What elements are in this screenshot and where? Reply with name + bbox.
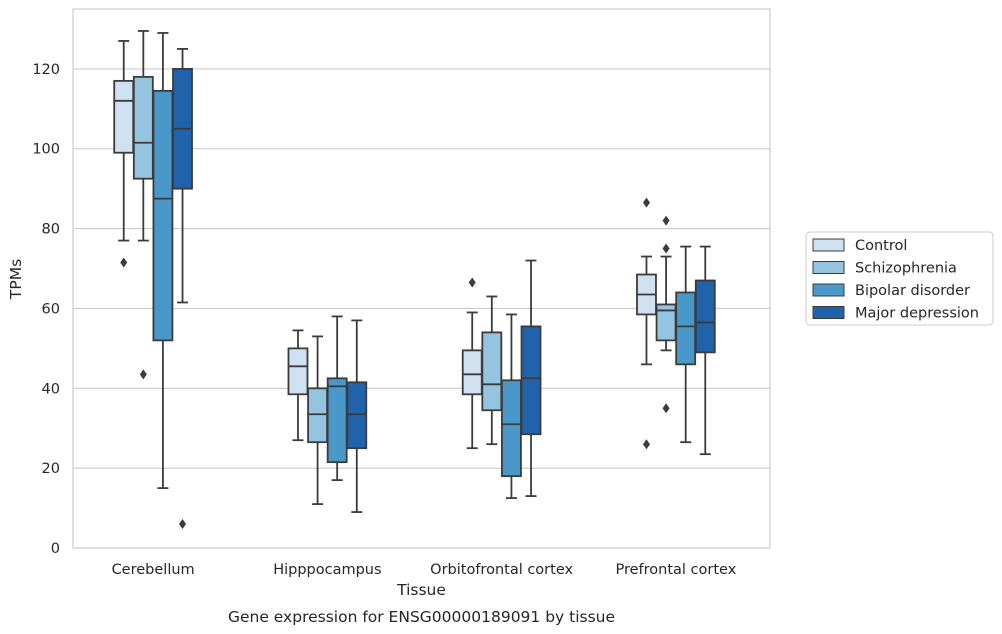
y-tick-label: 100 [32, 142, 60, 158]
legend-label: Schizophrenia [855, 261, 957, 277]
outlier-point [642, 439, 650, 450]
box [481, 295, 503, 446]
box-body [461, 349, 483, 396]
outlier-point [662, 403, 670, 414]
box-body [520, 325, 542, 436]
box [152, 32, 174, 490]
outlier-point [662, 243, 670, 254]
box-groups [113, 30, 716, 530]
box-body [307, 387, 328, 444]
outlier-point [662, 215, 670, 226]
box [172, 48, 193, 530]
category-group [461, 259, 542, 499]
gridlines [73, 68, 770, 469]
x-tick-labels: Cerebellum Hipppocampus Orbitofrontal cort… [112, 562, 737, 578]
box-body [675, 291, 697, 366]
box [636, 197, 657, 450]
category-group [287, 315, 368, 513]
outlier-point [120, 257, 128, 268]
box-body [346, 381, 368, 450]
legend-frame [805, 231, 994, 326]
box-body [481, 331, 503, 412]
legend-label: Bipolar disorder [855, 283, 970, 299]
legend-label: Major depression [855, 306, 979, 322]
chart-title: Gene expression for ENSG00000189091 by t… [228, 608, 615, 626]
box [113, 40, 135, 268]
legend-item: Bipolar disorder [812, 283, 970, 299]
x-tick-label: Hipppocampus [273, 562, 381, 578]
x-axis-title: Tissue [396, 581, 446, 599]
legend-swatch [812, 283, 845, 297]
box-body [501, 379, 522, 478]
legend-swatch [812, 306, 845, 319]
legend-swatch [812, 238, 845, 252]
box-body [113, 79, 135, 154]
box-body [152, 89, 174, 342]
outlier-point [179, 519, 187, 530]
y-tick-label: 120 [32, 62, 60, 78]
x-tick-label: Prefrontal cortex [615, 562, 736, 578]
outlier-point [642, 197, 650, 208]
box-body [694, 279, 716, 354]
y-tick-label: 0 [51, 541, 60, 557]
y-axis-title: TPMs [7, 259, 25, 300]
box-body [132, 75, 154, 180]
box [346, 319, 368, 513]
legend-item: Major depression [812, 306, 979, 322]
x-tick-label: Orbitofrontal cortex [430, 562, 573, 578]
legend: Control Schizophrenia Bipolar disorder Majo… [805, 231, 994, 326]
y-tick-label: 40 [42, 381, 60, 397]
y-tick-label: 80 [42, 222, 60, 238]
box [520, 259, 542, 497]
legend-label: Control [855, 238, 907, 254]
plot-frame [72, 8, 771, 549]
x-tick-label: Cerebellum [112, 562, 195, 578]
box [501, 313, 522, 499]
y-tick-labels: 0 20 40 60 80 100 120 [32, 62, 60, 557]
box-body [287, 347, 309, 396]
box-body [326, 377, 348, 464]
outlier-point [139, 369, 147, 380]
legend-swatch [812, 261, 845, 274]
box [287, 329, 309, 442]
category-group [636, 197, 716, 456]
y-tick-label: 60 [42, 301, 60, 317]
y-tick-label: 20 [42, 461, 60, 477]
category-group [113, 30, 193, 530]
legend-item: Schizophrenia [812, 261, 957, 277]
legend-item: Control [812, 238, 907, 254]
outlier-point [468, 277, 476, 288]
box [694, 245, 716, 456]
